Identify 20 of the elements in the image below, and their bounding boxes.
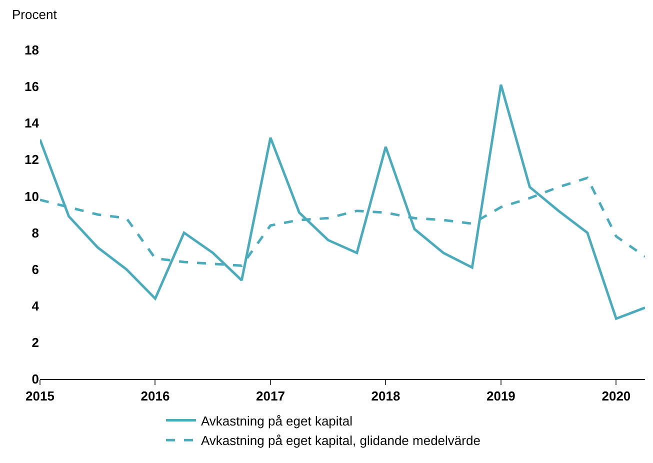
y-axis-title: Procent: [12, 7, 58, 22]
y-tick-label: 8: [32, 225, 39, 240]
line-series: [40, 83, 645, 320]
x-tick-label: 2018: [371, 388, 400, 404]
y-tick-label: 10: [24, 188, 39, 204]
legend-label: Avkastning på eget kapital, glidande medelvärde: [201, 433, 480, 448]
x-tick-label: 2015: [26, 388, 54, 404]
legend-label: Avkastning på eget kapital: [201, 413, 353, 428]
y-tick-label: 4: [32, 298, 40, 314]
x-tick-label: 2016: [140, 388, 170, 404]
y-tick-label: 0: [32, 372, 39, 387]
y-tick-label: 14: [24, 116, 40, 131]
y-tick-label: 12: [24, 152, 39, 168]
y-tick-label: 16: [24, 79, 39, 94]
y-tick-label: 6: [32, 262, 39, 277]
x-tick-label: 2017: [256, 388, 285, 404]
x-tick-label: 2019: [486, 388, 516, 404]
y-tick-label: 2: [32, 334, 39, 350]
y-tick-label: 18: [24, 42, 39, 58]
x-tick-label: 2020: [602, 388, 631, 404]
